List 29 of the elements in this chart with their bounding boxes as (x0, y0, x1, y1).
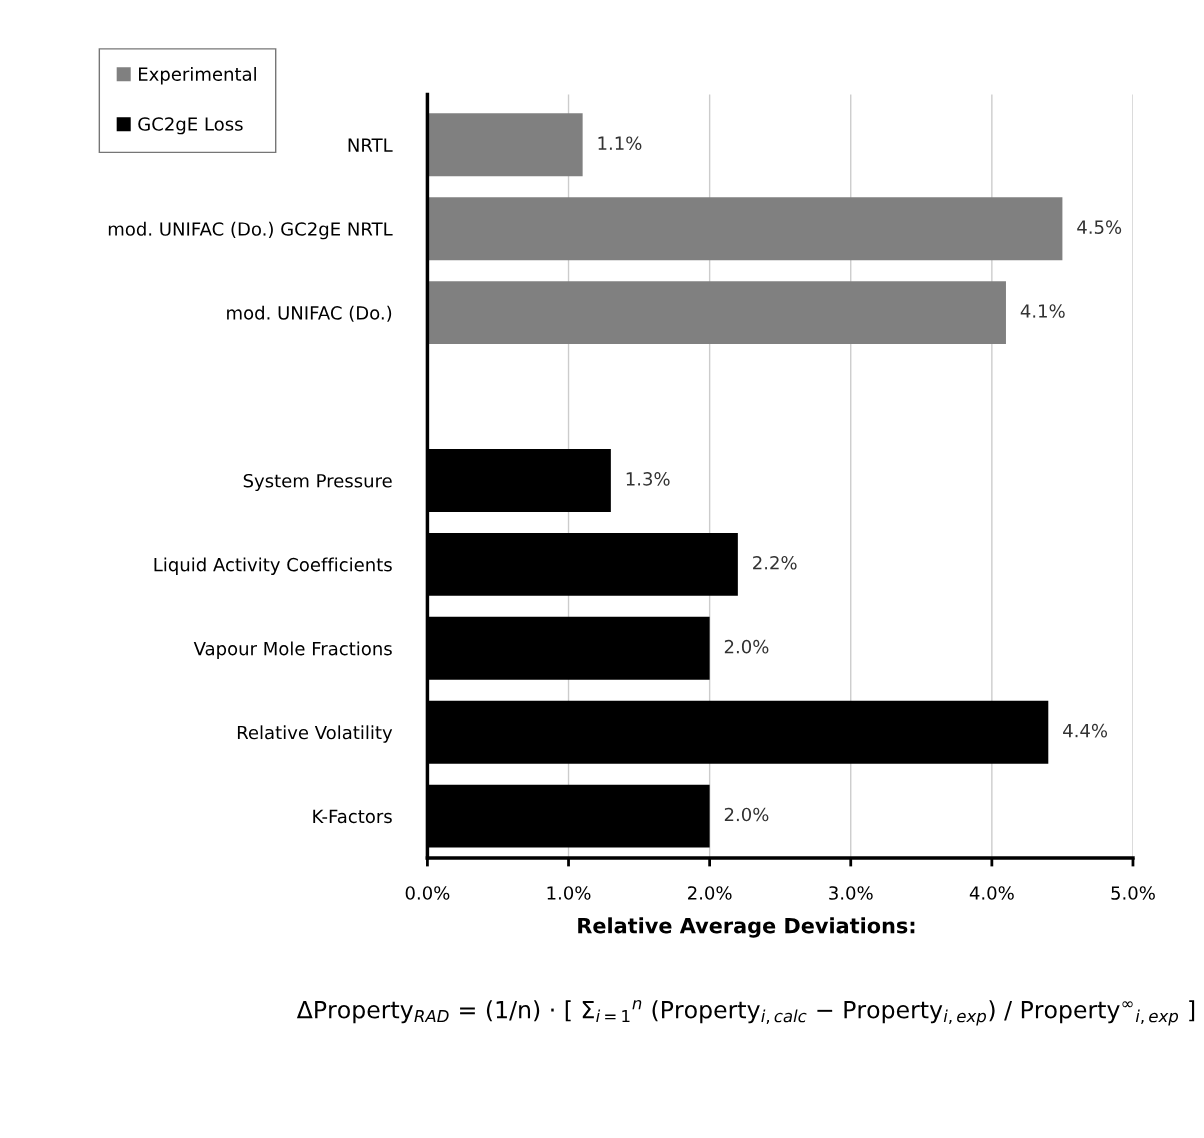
bar (427, 113, 583, 177)
y-tick-label: System Pressure (243, 473, 392, 492)
data-label: 1.1% (598, 136, 642, 151)
x-tick-label: 3.0% (829, 886, 873, 900)
data-label: 1.3% (626, 472, 670, 486)
x-tick-label: 2.0% (688, 886, 732, 900)
bar (427, 197, 1063, 261)
data-label: 4.5% (1077, 220, 1122, 234)
legend-label: GC2gE Loss (138, 117, 243, 135)
data-label: 4.4% (1063, 723, 1108, 738)
y-tick-label: Vapour Mole Fractions (193, 641, 392, 659)
y-tick-label: K-Factors (313, 809, 392, 824)
data-label: 2.0% (724, 639, 769, 654)
y-tick-label: Relative Volatility (237, 725, 393, 743)
x-tick-label: 0.0% (405, 886, 450, 900)
data-label: 2.0% (724, 807, 769, 822)
y-tick-label: mod. UNIFAC (Do.) GC2gE NRTL (108, 221, 393, 240)
legend-label: Experimental (139, 66, 256, 85)
bar (427, 281, 1006, 345)
x-tick-label: 5.0% (1111, 886, 1155, 900)
text: Relative Average Deviations: (578, 917, 915, 938)
x-tick-label: 4.0% (969, 886, 1014, 900)
x-tick-label: 1.0% (547, 886, 591, 900)
y-tick-label: NRTL (348, 138, 393, 152)
text: ΔProperty$_{RAD}$ = (1/n) · [ Σ$_{i=1}$$^{n}$ (Property$_{i,calc}$ − Property$_{i,exp}$) / Property$^{∞}$$_{i,exp}$ ] (296, 999, 1195, 1026)
data-label: 2.2% (753, 555, 797, 570)
y-tick-label: mod. UNIFAC (Do.) (227, 305, 392, 322)
y-tick-label: Liquid Activity Coefficients (154, 557, 392, 575)
data-label: 4.1% (1020, 304, 1065, 318)
